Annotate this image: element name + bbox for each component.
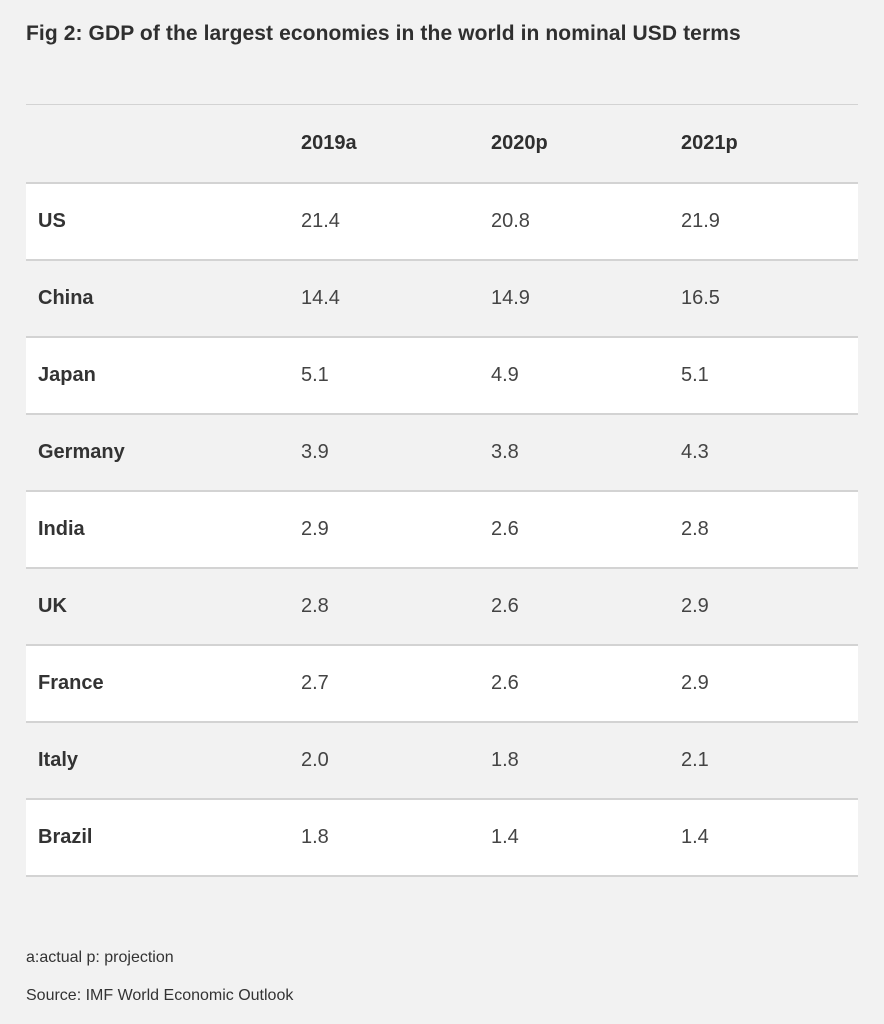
value-2021p: 4.3 (681, 441, 709, 463)
value-2019a: 14.4 (301, 287, 340, 309)
table-row: China 14.4 14.9 16.5 (26, 261, 858, 338)
value-2020p: 2.6 (491, 672, 519, 694)
country-label: Japan (38, 364, 96, 386)
table-row: US 21.4 20.8 21.9 (26, 184, 858, 261)
country-label: US (38, 210, 66, 232)
value-2021p: 2.8 (681, 518, 709, 540)
legend-note: a:actual p: projection (26, 949, 174, 966)
value-2020p: 1.8 (491, 749, 519, 771)
country-label: India (38, 518, 85, 540)
value-2020p: 20.8 (491, 210, 530, 232)
value-2020p: 14.9 (491, 287, 530, 309)
value-2019a: 2.9 (301, 518, 329, 540)
table-header-row: 2019a 2020p 2021p (26, 105, 858, 184)
header-cell-2020p: 2020p (491, 132, 548, 154)
value-2019a: 2.7 (301, 672, 329, 694)
value-2020p: 2.6 (491, 595, 519, 617)
country-label: UK (38, 595, 67, 617)
header-cell-2021p: 2021p (681, 132, 738, 154)
table-row: Germany 3.9 3.8 4.3 (26, 415, 858, 492)
header-cell-2019a: 2019a (301, 132, 357, 154)
country-label: China (38, 287, 94, 309)
country-label: France (38, 672, 104, 694)
country-label: Brazil (38, 826, 93, 848)
value-2019a: 1.8 (301, 826, 329, 848)
value-2021p: 1.4 (681, 826, 709, 848)
value-2021p: 5.1 (681, 364, 709, 386)
value-2019a: 21.4 (301, 210, 340, 232)
page-title: Fig 2: GDP of the largest economies in t… (26, 22, 741, 45)
table-row: UK 2.8 2.6 2.9 (26, 569, 858, 646)
country-label: Italy (38, 749, 79, 771)
value-2019a: 2.8 (301, 595, 329, 617)
table-row: Italy 2.0 1.8 2.1 (26, 723, 858, 800)
value-2020p: 1.4 (491, 826, 519, 848)
gdp-table: 2019a 2020p 2021p US 21.4 20.8 21.9 Chin… (26, 104, 858, 877)
value-2020p: 4.9 (491, 364, 519, 386)
value-2021p: 2.1 (681, 749, 709, 771)
value-2020p: 2.6 (491, 518, 519, 540)
value-2021p: 2.9 (681, 595, 709, 617)
value-2019a: 5.1 (301, 364, 329, 386)
value-2021p: 21.9 (681, 210, 720, 232)
value-2020p: 3.8 (491, 441, 519, 463)
table-row: India 2.9 2.6 2.8 (26, 492, 858, 569)
country-label: Germany (38, 441, 125, 463)
table-row: France 2.7 2.6 2.9 (26, 646, 858, 723)
source-note: Source: IMF World Economic Outlook (26, 987, 294, 1004)
table-row: Japan 5.1 4.9 5.1 (26, 338, 858, 415)
value-2019a: 3.9 (301, 441, 329, 463)
value-2019a: 2.0 (301, 749, 329, 771)
table-row: Brazil 1.8 1.4 1.4 (26, 800, 858, 877)
value-2021p: 2.9 (681, 672, 709, 694)
value-2021p: 16.5 (681, 287, 720, 309)
